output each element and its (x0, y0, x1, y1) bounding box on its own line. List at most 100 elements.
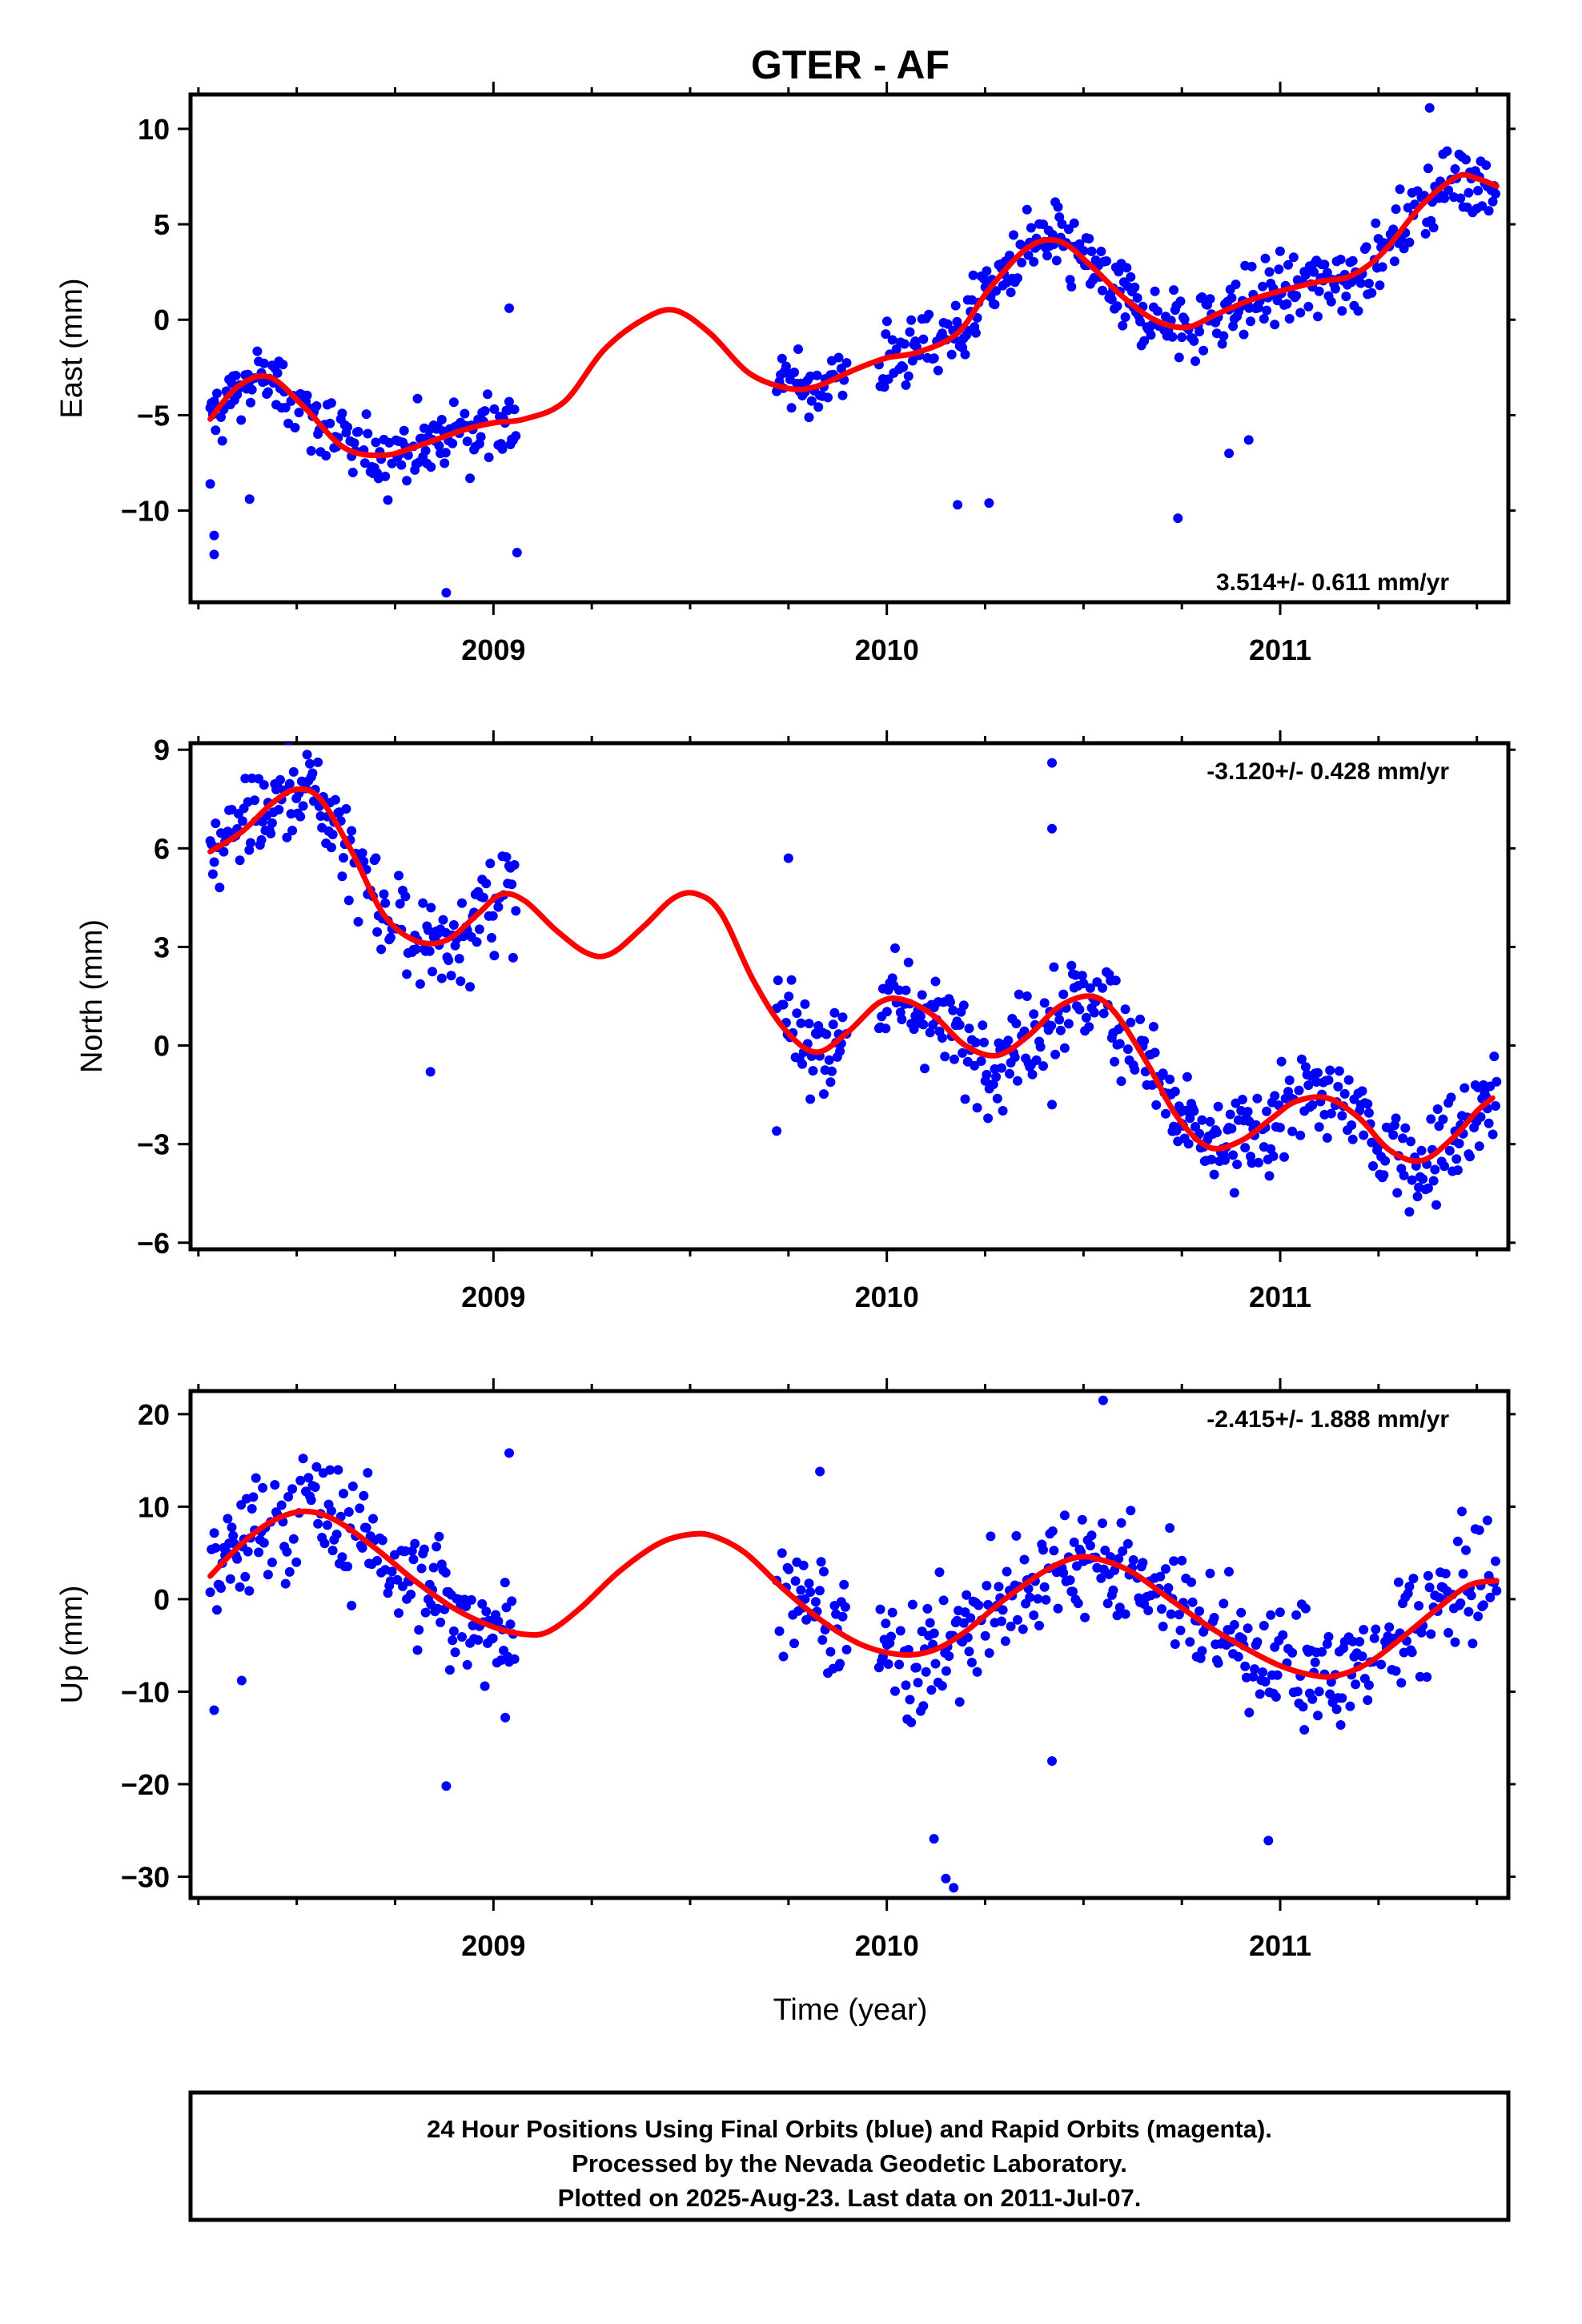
north-point (1135, 1014, 1146, 1024)
north-point (1452, 1154, 1462, 1164)
east-point (1102, 256, 1111, 266)
north-point (1084, 1022, 1094, 1032)
east-y-tick-label: −5 (137, 399, 170, 432)
east-point (1461, 155, 1471, 165)
north-point (266, 828, 276, 838)
east-point (1355, 278, 1366, 288)
east-panel: 2009 2010 2011 10 5 0 −5 −10 East (mm) 3.514+/- 0… (55, 82, 1516, 666)
north-point (428, 967, 437, 977)
north-point (1359, 1130, 1369, 1140)
north-point (1439, 1161, 1450, 1172)
north-point (1368, 1161, 1378, 1171)
up-point (906, 1717, 917, 1727)
up-point (368, 1514, 378, 1524)
up-point (357, 1542, 367, 1553)
north-point (426, 903, 436, 913)
east-point (907, 356, 917, 366)
up-point (283, 1492, 294, 1502)
up-point (414, 1625, 424, 1635)
east-point (1191, 356, 1200, 366)
up-point (1391, 1666, 1401, 1676)
north-point (1110, 1056, 1120, 1067)
up-point (1100, 1546, 1110, 1555)
up-point (209, 1705, 219, 1715)
up-point (883, 1659, 893, 1669)
north-point (326, 842, 336, 853)
up-point (412, 1645, 423, 1655)
up-point (966, 1658, 977, 1667)
up-point (333, 1465, 343, 1475)
up-point (800, 1594, 810, 1604)
north-point (991, 1072, 1002, 1082)
up-point (810, 1597, 821, 1607)
east-point (1363, 279, 1374, 288)
up-point (1166, 1609, 1176, 1619)
north-point (1284, 1076, 1295, 1085)
north-point (1300, 1062, 1311, 1072)
up-point (319, 1538, 330, 1549)
east-point (1477, 201, 1488, 211)
east-point (1243, 435, 1254, 445)
up-point (1337, 1693, 1347, 1703)
east-point (1264, 267, 1275, 277)
east-point (1488, 196, 1498, 207)
north-point (1046, 1020, 1057, 1031)
east-point (1066, 282, 1077, 292)
north-point (507, 879, 517, 890)
east-point (349, 438, 359, 448)
north-point (330, 794, 340, 805)
up-point (428, 1562, 439, 1573)
north-point (1047, 823, 1057, 834)
north-point (1011, 1019, 1022, 1029)
up-point (1047, 1756, 1057, 1766)
up-point (462, 1659, 472, 1670)
up-point (1102, 1598, 1113, 1609)
north-point (1313, 1068, 1323, 1078)
up-point (887, 1607, 897, 1618)
north-point (972, 1103, 982, 1113)
up-point (500, 1712, 511, 1723)
north-point (305, 758, 315, 769)
up-point (1424, 1582, 1435, 1593)
east-point (302, 390, 312, 400)
up-point (1263, 1835, 1274, 1846)
north-point (1130, 1064, 1140, 1075)
up-point (1473, 1611, 1484, 1622)
up-point (954, 1697, 965, 1707)
east-data-points (205, 103, 1500, 598)
north-point (784, 991, 794, 1002)
east-point (1309, 267, 1319, 277)
up-point (1325, 1689, 1335, 1699)
north-point (1209, 1169, 1219, 1180)
up-point (926, 1685, 937, 1695)
north-point (288, 766, 299, 777)
east-point (1423, 163, 1433, 174)
north-point (256, 834, 267, 845)
up-point (1219, 1598, 1229, 1609)
north-point (950, 1054, 959, 1064)
up-point (998, 1605, 1008, 1615)
up-point (1080, 1612, 1090, 1622)
up-point (1161, 1564, 1170, 1574)
up-point (235, 1582, 245, 1592)
north-point (353, 917, 363, 927)
east-point (484, 452, 494, 463)
north-point (1122, 1044, 1133, 1055)
north-point (821, 1029, 832, 1039)
up-point (291, 1557, 302, 1567)
up-point (1468, 1638, 1478, 1649)
east-point (383, 495, 393, 505)
up-point (227, 1522, 237, 1533)
north-point (1054, 1015, 1065, 1025)
up-point (774, 1626, 785, 1636)
up-point (814, 1586, 825, 1596)
east-point (504, 396, 514, 407)
east-rate-label: 3.514+/- 0.611 mm/yr (1216, 569, 1449, 596)
north-point (917, 990, 927, 1000)
north-point (478, 892, 488, 903)
north-point (1063, 1019, 1074, 1029)
north-point (327, 830, 338, 839)
north-point (1347, 1134, 1358, 1144)
east-point (363, 428, 373, 439)
east-point (1481, 160, 1492, 171)
